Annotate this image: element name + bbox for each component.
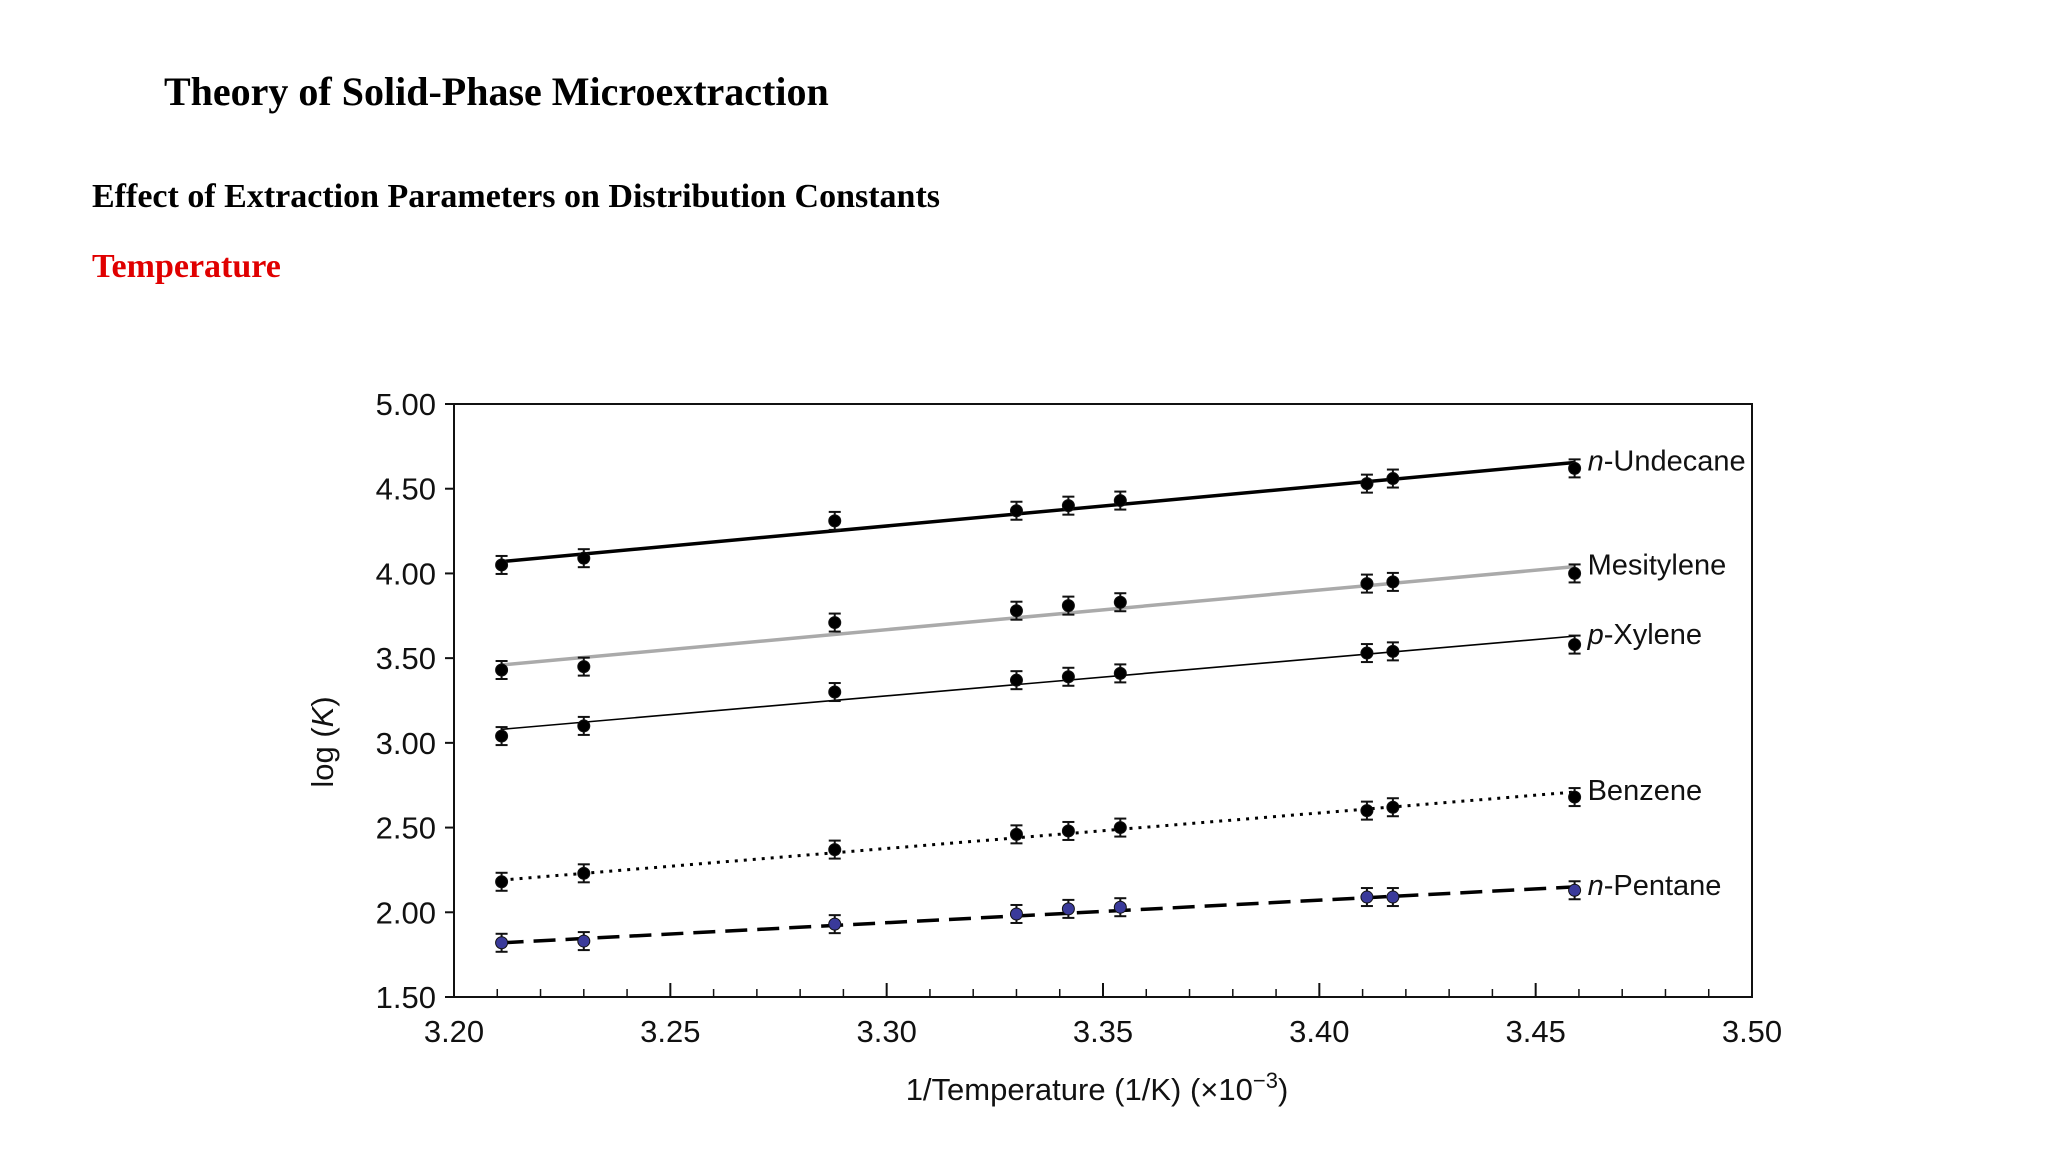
x-axis-label: 1/Temperature (1/K) (×10−3) <box>906 1068 1289 1108</box>
y-tick-label: 3.00 <box>376 726 436 761</box>
x-tick-label: 3.40 <box>1289 1014 1349 1049</box>
x-tick-label: 3.20 <box>424 1014 484 1049</box>
data-point <box>577 551 591 565</box>
data-point <box>1009 907 1023 921</box>
y-tick-label: 4.00 <box>376 556 436 591</box>
data-point <box>495 558 509 572</box>
plot-frame <box>453 403 1753 998</box>
y-axis-label: log (K) <box>305 696 340 787</box>
series-mesitylene: Mesitylene <box>495 550 1727 681</box>
y-tick-label: 3.50 <box>376 641 436 676</box>
data-point <box>828 685 842 699</box>
data-point <box>1360 477 1374 491</box>
data-point <box>577 719 591 733</box>
data-point <box>1113 900 1127 914</box>
y-axis-label-variable: K <box>305 705 340 727</box>
data-point <box>1568 638 1582 652</box>
data-point <box>1386 800 1400 814</box>
data-point <box>1009 673 1023 687</box>
series-label: n-Pentane <box>1588 870 1722 902</box>
slide-subtitle: Effect of Extraction Parameters on Distr… <box>92 178 940 215</box>
data-point <box>1360 890 1374 904</box>
data-point <box>1113 595 1127 609</box>
fit-line <box>501 790 1575 882</box>
x-axis-label-main: 1/Temperature (1/K) (×10 <box>906 1072 1253 1107</box>
fit-line <box>501 885 1575 945</box>
series-n-undecane: n-Undecane <box>495 445 1746 575</box>
series-label: Mesitylene <box>1588 550 1727 582</box>
x-tick-label: 3.35 <box>1073 1014 1133 1049</box>
series-benzene: Benzene <box>495 775 1703 892</box>
data-point <box>495 875 509 889</box>
fit-line <box>501 460 1575 564</box>
data-point <box>1009 504 1023 518</box>
slide-title: Theory of Solid-Phase Microextraction <box>164 69 829 114</box>
data-point <box>1009 827 1023 841</box>
series-p-xylene: p-Xylene <box>495 619 1702 747</box>
data-point <box>828 514 842 528</box>
chart-axes: 3.20 3.25 3.30 3.35 3.40 3.45 3.50 1.50 2.00 2.50… <box>376 387 1783 1049</box>
data-point <box>1113 821 1127 835</box>
series-label: p-Xylene <box>1587 619 1702 651</box>
series-n-pentane: n-Pentane <box>495 870 1722 953</box>
y-axis-label-prefix: log ( <box>305 727 340 788</box>
data-point <box>1360 577 1374 591</box>
data-point <box>1568 461 1582 475</box>
data-point <box>577 866 591 880</box>
data-point <box>1061 599 1075 613</box>
data-point <box>1061 499 1075 513</box>
data-point <box>495 663 509 677</box>
data-point <box>828 616 842 630</box>
x-tick-label: 3.25 <box>640 1014 700 1049</box>
data-point <box>828 843 842 857</box>
data-point <box>1009 604 1023 618</box>
x-tick-label: 3.45 <box>1505 1014 1565 1049</box>
data-point <box>1061 824 1075 838</box>
data-point <box>1386 644 1400 658</box>
x-axis-label-exponent: −3 <box>1253 1068 1278 1093</box>
data-point <box>577 660 591 674</box>
data-point <box>1360 804 1374 818</box>
data-point <box>1360 646 1374 660</box>
y-tick-label: 2.00 <box>376 895 436 930</box>
x-axis-label-close: ) <box>1278 1072 1288 1107</box>
data-point <box>1061 902 1075 916</box>
series-label: n-Undecane <box>1588 445 1746 477</box>
x-tick-label: 3.50 <box>1722 1014 1782 1049</box>
y-tick-label: 5.00 <box>376 387 436 422</box>
data-point <box>1113 666 1127 680</box>
data-point <box>495 729 509 743</box>
data-point <box>1568 883 1582 897</box>
data-point <box>1386 472 1400 486</box>
y-tick-label: 4.50 <box>376 472 436 507</box>
series-label: Benzene <box>1588 775 1703 807</box>
y-axis-label-suffix: ) <box>305 696 340 706</box>
data-point <box>1113 494 1127 508</box>
data-point <box>1568 790 1582 804</box>
y-tick-label: 1.50 <box>376 980 436 1015</box>
data-point <box>828 917 842 931</box>
section-heading: Temperature <box>92 248 281 285</box>
chart-series: n-Undecane Mesitylene p-Xylene Benzene n-Pen… <box>495 445 1746 953</box>
data-point <box>1568 566 1582 580</box>
data-point <box>1386 575 1400 589</box>
x-tick-label: 3.30 <box>856 1014 916 1049</box>
y-tick-label: 2.50 <box>376 811 436 846</box>
data-point <box>495 936 509 950</box>
data-point <box>1061 670 1075 684</box>
data-point <box>1386 890 1400 904</box>
data-point <box>577 934 591 948</box>
